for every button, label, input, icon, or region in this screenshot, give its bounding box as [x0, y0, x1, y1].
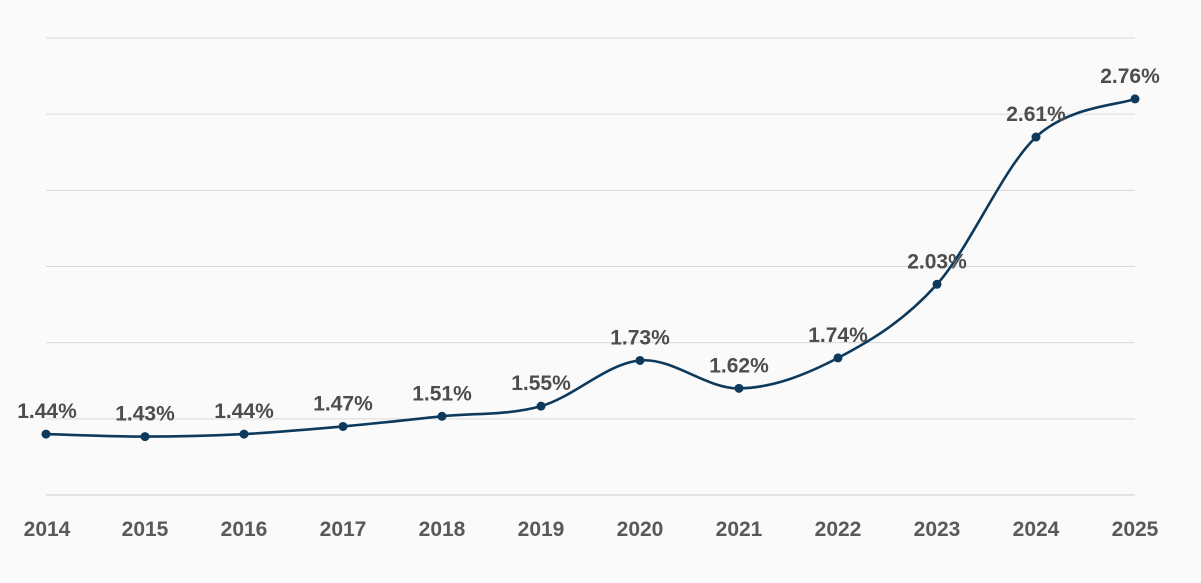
data-label-2020: 1.73% [610, 326, 670, 349]
x-tick-label-2021: 2021 [716, 518, 763, 541]
x-tick-label-2018: 2018 [419, 518, 466, 541]
data-labels: 1.44% 1.43% 1.44% 1.47% 1.51% 1.55% 1.73% 1.62%… [17, 65, 1160, 426]
data-point-2022 [833, 353, 843, 363]
data-points [41, 94, 1140, 442]
data-point-2019 [536, 401, 546, 411]
data-label-2019: 1.55% [511, 372, 571, 395]
x-tick-label-2024: 2024 [1013, 518, 1060, 541]
series-line-layer [44, 97, 1137, 438]
data-point-2024 [1031, 132, 1041, 142]
x-tick-label-2014: 2014 [24, 518, 71, 541]
x-tick-label-2023: 2023 [914, 518, 961, 541]
data-point-2020 [635, 355, 645, 365]
data-label-2015: 1.43% [115, 403, 175, 426]
x-tick-label-2019: 2019 [518, 518, 565, 541]
data-label-2024: 2.61% [1006, 103, 1066, 126]
data-label-2023: 2.03% [907, 250, 967, 273]
data-label-2021: 1.62% [709, 354, 769, 377]
gridlines [46, 37, 1135, 496]
data-label-2017: 1.47% [313, 392, 373, 415]
data-point-2014 [41, 429, 51, 439]
data-label-2018: 1.51% [412, 382, 472, 405]
data-label-2025: 2.76% [1100, 65, 1160, 88]
x-tick-label-2020: 2020 [617, 518, 664, 541]
data-label-2014: 1.44% [17, 400, 77, 423]
data-label-2016: 1.44% [214, 400, 274, 423]
x-tick-label-2017: 2017 [320, 518, 367, 541]
data-point-2015 [140, 432, 150, 442]
data-point-2023 [932, 279, 942, 289]
data-point-2025 [1130, 94, 1140, 104]
x-axis-ticks: 2014 2015 2016 2017 2018 2019 2020 2021 2022 2023… [24, 518, 1159, 541]
x-tick-label-2015: 2015 [122, 518, 169, 541]
x-tick-label-2016: 2016 [221, 518, 268, 541]
x-tick-label-2025: 2025 [1112, 518, 1159, 541]
data-point-2017 [338, 421, 348, 431]
data-point-2016 [239, 429, 249, 439]
data-label-2022: 1.74% [808, 324, 868, 347]
series-line [44, 97, 1137, 438]
data-point-2021 [734, 383, 744, 393]
x-tick-label-2022: 2022 [815, 518, 862, 541]
data-point-2018 [437, 411, 447, 421]
